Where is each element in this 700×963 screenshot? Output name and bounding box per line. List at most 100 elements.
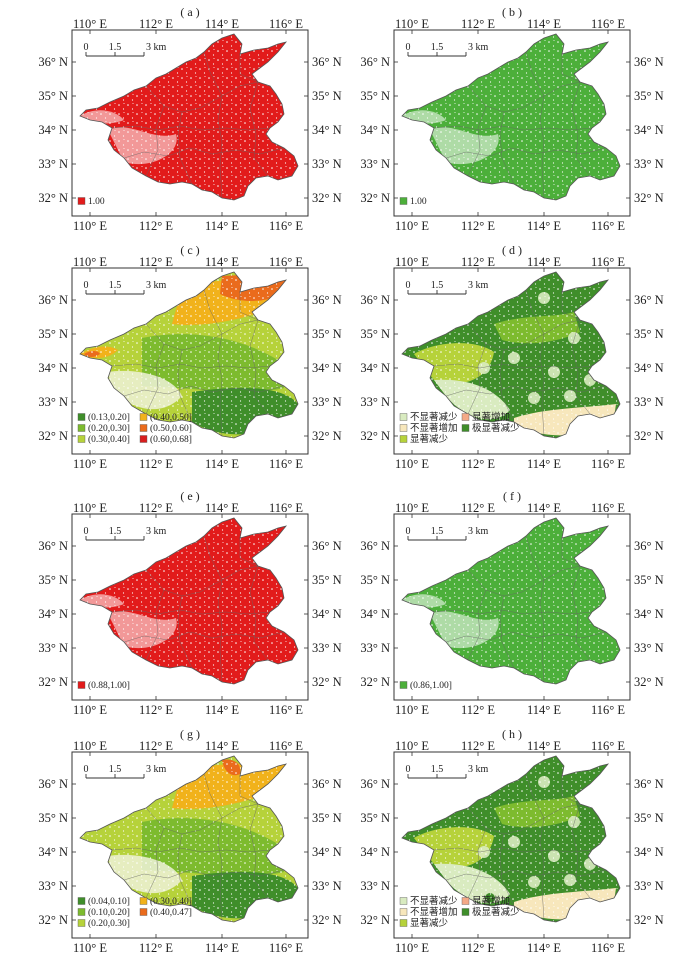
legend-swatch [399, 435, 408, 443]
map-panel-h: ( h ) 110° E 112° E 114° E 116° E 110° E 112° … [360, 727, 663, 955]
lon-tick-label-bottom: 116° E [269, 219, 303, 233]
lat-tick-label-right: 34° N [634, 361, 664, 375]
legend-item: 显著增加 [461, 895, 510, 907]
lon-tick-label-bottom: 110° E [395, 219, 429, 233]
scale-bar-label: 1.5 [109, 280, 122, 291]
legend-label: (0.40,0.50] [150, 412, 192, 423]
map-panel-f: ( f ) 110° E 112° E 114° E 116° E 110° E 112° … [360, 489, 663, 717]
lat-tick-label-left: 32° N [360, 191, 390, 205]
legend-swatch [77, 919, 86, 927]
lat-tick-label-right: 34° N [634, 607, 664, 621]
lon-tick-label-top: 110° E [73, 739, 107, 753]
lat-tick-label-right: 33° N [312, 395, 342, 409]
lon-tick-label-top: 114° E [205, 739, 239, 753]
scale-bar-label: 1.5 [431, 526, 444, 537]
scale-bar-label: 0 [84, 526, 89, 537]
scale-bar: 0 1.5 3 km [84, 526, 167, 541]
lat-tick-label-right: 34° N [312, 123, 342, 137]
lat-tick-label-right: 33° N [634, 641, 664, 655]
legend-label: 1.00 [88, 197, 105, 207]
lon-tick-label-bottom: 114° E [205, 219, 239, 233]
lon-tick-label-bottom: 112° E [139, 703, 173, 717]
map-frame [71, 751, 309, 939]
lat-tick-label-right: 35° N [634, 811, 664, 825]
legend-label: 不显著增加 [410, 906, 458, 918]
lon-tick-label-bottom: 110° E [395, 457, 429, 471]
lon-tick-label-top: 116° E [269, 17, 303, 31]
lon-tick-label-bottom: 114° E [527, 703, 561, 717]
lon-tick-label-top: 112° E [461, 501, 495, 515]
lon-tick-label-top: 116° E [269, 255, 303, 269]
legend-label: (0.20,0.30] [88, 423, 130, 434]
lon-tick-label-bottom: 112° E [461, 219, 495, 233]
lat-tick-label-left: 33° N [360, 879, 390, 893]
lat-tick-label-right: 35° N [312, 573, 342, 587]
lat-tick-label-right: 33° N [634, 157, 664, 171]
map-frame [393, 29, 631, 217]
lon-tick-label-top: 110° E [73, 255, 107, 269]
lat-tick-label-right: 33° N [312, 879, 342, 893]
lon-tick-label-bottom: 110° E [73, 457, 107, 471]
lat-tick-label-right: 33° N [634, 879, 664, 893]
lat-tick-label-left: 36° N [38, 293, 68, 307]
lat-tick-label-left: 32° N [38, 191, 68, 205]
lat-tick-label-right: 32° N [634, 913, 664, 927]
scale-bar-label: 3 km [468, 764, 489, 775]
legend-item: (0.50,0.60] [139, 423, 192, 434]
lon-tick-label-top: 116° E [591, 255, 625, 269]
legend-item: 不显著减少 [399, 411, 458, 423]
legend-item: 显著增加 [461, 411, 510, 423]
lon-tick-label-top: 114° E [527, 501, 561, 515]
lon-tick-label-bottom: 114° E [527, 219, 561, 233]
lat-tick-label-right: 33° N [312, 157, 342, 171]
lon-tick-label-top: 112° E [461, 17, 495, 31]
scale-bar: 0 1.5 3 km [406, 526, 489, 541]
lat-tick-label-right: 34° N [312, 361, 342, 375]
lat-tick-label-right: 35° N [634, 573, 664, 587]
legend-swatch [139, 897, 148, 905]
lon-tick-label-top: 116° E [591, 739, 625, 753]
legend-label: 不显著减少 [410, 411, 458, 423]
lat-tick-label-left: 35° N [38, 327, 68, 341]
legend-label: (0.86,1.00] [410, 680, 452, 691]
scale-bar-label: 3 km [146, 280, 167, 291]
lon-tick-label-bottom: 110° E [73, 941, 107, 955]
scale-bar-label: 0 [406, 526, 411, 537]
lat-tick-label-right: 32° N [634, 191, 664, 205]
legend-swatch [77, 681, 86, 689]
legend-item: (0.20,0.30] [77, 423, 130, 434]
legend-label: (0.60,0.68] [150, 434, 192, 445]
lon-tick-label-bottom: 110° E [395, 703, 429, 717]
lat-tick-label-right: 36° N [312, 777, 342, 791]
lat-tick-label-left: 33° N [38, 879, 68, 893]
map-frame [393, 751, 631, 939]
panel-title-e: ( e ) [180, 489, 199, 503]
lon-tick-label-bottom: 110° E [73, 219, 107, 233]
legend-item: (0.04,0.10] [77, 896, 130, 907]
legend-item: 显著减少 [399, 433, 449, 445]
scale-bar-label: 3 km [468, 526, 489, 537]
legend-label: (0.50,0.60] [150, 423, 192, 434]
scale-bar-label: 1.5 [109, 42, 122, 53]
scale-bar-label: 0 [84, 42, 89, 53]
lon-tick-label-top: 116° E [269, 501, 303, 515]
legend-item: 不显著增加 [399, 906, 458, 918]
lat-tick-label-right: 32° N [634, 429, 664, 443]
lat-tick-label-right: 35° N [312, 89, 342, 103]
lon-tick-label-top: 112° E [139, 739, 173, 753]
lon-tick-label-top: 112° E [461, 255, 495, 269]
lat-tick-label-right: 34° N [634, 123, 664, 137]
lat-tick-label-left: 33° N [360, 157, 390, 171]
panel-title-f: ( f ) [503, 489, 521, 503]
lon-tick-label-bottom: 116° E [591, 457, 625, 471]
scale-bar-label: 0 [406, 42, 411, 53]
lat-tick-label-right: 35° N [634, 327, 664, 341]
panel-title-b: ( b ) [502, 5, 522, 19]
lon-tick-label-top: 116° E [591, 17, 625, 31]
legend-a: 1.00 [77, 197, 105, 207]
scale-bar-label: 3 km [468, 280, 489, 291]
legend-label: 显著增加 [472, 895, 510, 907]
lon-tick-label-top: 114° E [527, 255, 561, 269]
scale-bar: 0 1.5 3 km [84, 42, 167, 57]
